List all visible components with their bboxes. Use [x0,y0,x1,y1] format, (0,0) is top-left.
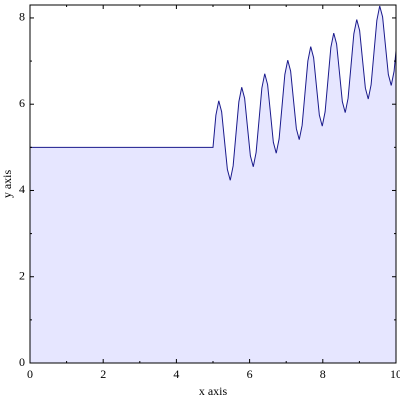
x-tick-label: 10 [390,367,400,381]
y-tick-label: 0 [19,355,25,369]
y-tick-label: 8 [19,10,25,24]
x-tick-label: 6 [247,367,253,381]
x-tick-label: 8 [320,367,326,381]
x-tick-label: 4 [173,367,179,381]
y-tick-label: 2 [19,268,25,282]
x-axis-label: x axis [199,384,228,398]
line [30,5,397,181]
area-fill [30,5,396,363]
y-axis-label: y axis [0,170,14,199]
x-tick-label: 2 [100,367,106,381]
y-tick-label: 4 [19,182,25,196]
x-tick-label: 0 [27,367,33,381]
y-tick-label: 6 [19,96,25,110]
